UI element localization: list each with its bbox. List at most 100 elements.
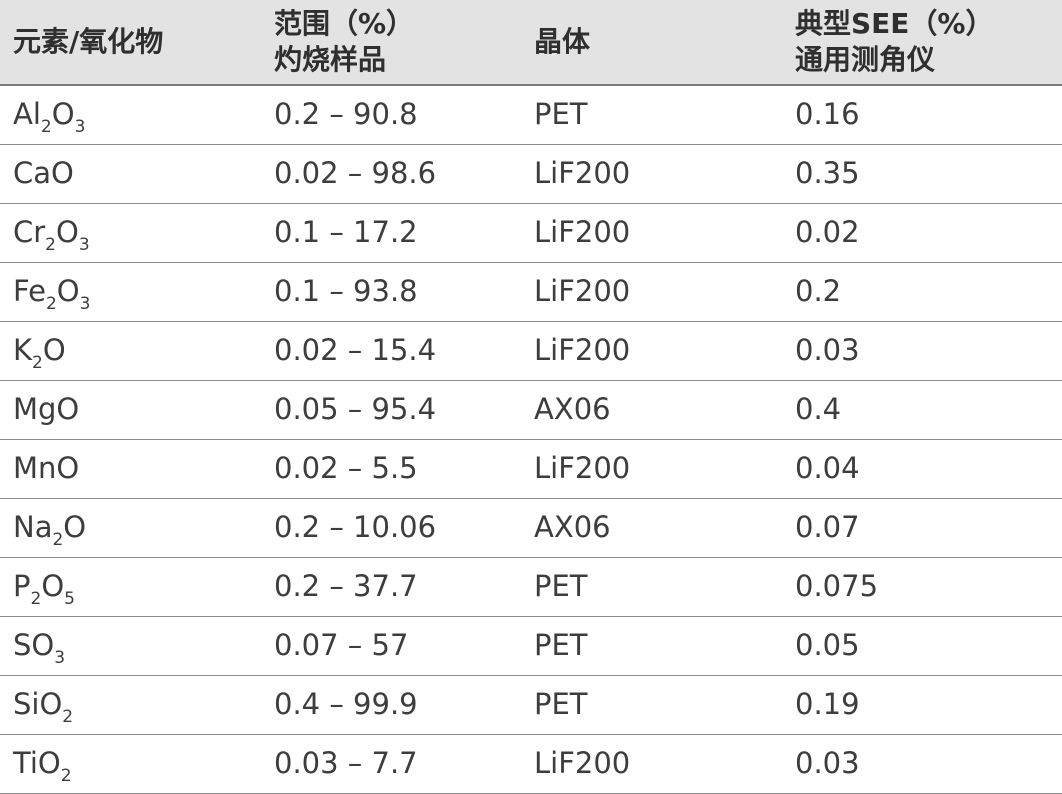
cell-crystal: LiF200 (534, 451, 631, 485)
formula-subscript: 2 (45, 294, 57, 314)
cell-range: 0.02 – 5.5 (274, 451, 418, 485)
cell-see: 0.03 (795, 746, 860, 780)
cell-see: 0.075 (795, 569, 879, 603)
formula-text: K (13, 333, 33, 367)
cell-crystal: PET (534, 97, 588, 131)
formula-text: CaO (13, 156, 74, 190)
cell-crystal: PET (534, 687, 588, 721)
cell-oxide-formula: K2O (13, 322, 66, 380)
table-row: Fe2O3 0.1 – 93.8 LiF200 0.2 (0, 263, 1062, 322)
formula-text: Fe (13, 274, 46, 308)
formula-subscript: 3 (54, 648, 66, 668)
formula-subscript: 2 (40, 117, 52, 137)
formula-subscript: 2 (32, 353, 43, 373)
formula-subscript: 2 (62, 707, 74, 727)
cell-oxide-formula: SiO2 (13, 676, 73, 734)
formula-text: O (56, 215, 79, 249)
cell-oxide-formula: MgO (13, 381, 79, 439)
formula-text: Cr (13, 215, 46, 249)
cell-crystal: LiF200 (534, 333, 631, 367)
formula-subscript: 2 (52, 530, 64, 550)
formula-text: SO (13, 628, 55, 662)
cell-crystal: LiF200 (534, 215, 631, 249)
formula-subscript: 3 (74, 117, 86, 137)
cell-see: 0.02 (795, 215, 860, 249)
cell-crystal: AX06 (534, 510, 611, 544)
header-range: 范围（%） 灼烧样品 (274, 0, 414, 84)
cell-range: 0.03 – 7.7 (274, 746, 418, 780)
formula-subscript: 2 (45, 235, 56, 255)
cell-see: 0.4 (795, 392, 842, 426)
header-range-line2: 灼烧样品 (274, 43, 387, 76)
cell-oxide-formula: SO3 (13, 617, 65, 675)
cell-see: 0.2 (795, 274, 842, 308)
cell-range: 0.2 – 10.06 (274, 510, 437, 544)
cell-range: 0.1 – 17.2 (274, 215, 418, 249)
formula-subscript: 3 (78, 235, 90, 255)
cell-oxide-formula: CaO (13, 145, 74, 203)
cell-range: 0.02 – 15.4 (274, 333, 437, 367)
table-row: MnO 0.02 – 5.5 LiF200 0.04 (0, 440, 1062, 499)
header-see: 典型SEE（%） 通用测角仪 (795, 0, 993, 84)
cell-range: 0.2 – 37.7 (274, 569, 418, 603)
formula-subscript: 2 (30, 589, 42, 609)
formula-subscript: 2 (60, 766, 72, 786)
table-row: TiO2 0.03 – 7.7 LiF200 0.03 (0, 735, 1062, 794)
cell-crystal: LiF200 (534, 156, 631, 190)
table-body: Al2O3 0.2 – 90.8 PET 0.16 CaO 0.02 – 98.6 LiF2… (0, 86, 1062, 794)
cell-oxide-formula: MnO (13, 440, 79, 498)
table-row: K2O 0.02 – 15.4 LiF200 0.03 (0, 322, 1062, 381)
header-range-line1: 范围（%） (274, 7, 415, 40)
formula-text: SiO (13, 687, 63, 721)
cell-see: 0.03 (795, 333, 860, 367)
formula-text: O (42, 333, 66, 367)
cell-crystal: LiF200 (534, 274, 631, 308)
cell-range: 0.07 – 57 (274, 628, 409, 662)
cell-oxide-formula: TiO2 (13, 735, 72, 793)
cell-oxide-formula: Na2O (13, 499, 86, 557)
cell-crystal: LiF200 (534, 746, 631, 780)
formula-text: O (56, 274, 80, 308)
table-row: CaO 0.02 – 98.6 LiF200 0.35 (0, 145, 1062, 204)
formula-text: Al (13, 97, 41, 131)
formula-text: MgO (13, 392, 80, 426)
formula-text: O (51, 97, 75, 131)
table-header: 元素/氧化物 范围（%） 灼烧样品 晶体 典型SEE（%） 通用测角仪 (0, 0, 1062, 86)
header-element-oxide: 元素/氧化物 (13, 0, 163, 84)
cell-oxide-formula: Cr2O3 (13, 204, 90, 262)
table-row: P2O5 0.2 – 37.7 PET 0.075 (0, 558, 1062, 617)
formula-text: Na (13, 510, 53, 544)
cell-see: 0.19 (795, 687, 860, 721)
cell-oxide-formula: Fe2O3 (13, 263, 90, 321)
table-row: MgO 0.05 – 95.4 AX06 0.4 (0, 381, 1062, 440)
cell-range: 0.1 – 93.8 (274, 274, 418, 308)
cell-crystal: AX06 (534, 392, 611, 426)
header-see-line2: 通用测角仪 (795, 43, 936, 76)
formula-text: MnO (13, 451, 80, 485)
header-see-line1: 典型SEE（%） (795, 7, 994, 40)
cell-range: 0.4 – 99.9 (274, 687, 418, 721)
cell-range: 0.05 – 95.4 (274, 392, 437, 426)
cell-see: 0.05 (795, 628, 860, 662)
table-row: Cr2O3 0.1 – 17.2 LiF200 0.02 (0, 204, 1062, 263)
header-crystal-label: 晶体 (534, 25, 591, 58)
cell-oxide-formula: P2O5 (13, 558, 75, 616)
cell-range: 0.2 – 90.8 (274, 97, 418, 131)
formula-subscript: 5 (64, 589, 75, 609)
cell-see: 0.16 (795, 97, 860, 131)
formula-text: TiO (13, 746, 61, 780)
cell-crystal: PET (534, 628, 588, 662)
cell-crystal: PET (534, 569, 588, 603)
table-row: Al2O3 0.2 – 90.8 PET 0.16 (0, 86, 1062, 145)
formula-text: O (41, 569, 65, 603)
cell-see: 0.07 (795, 510, 860, 544)
header-crystal: 晶体 (534, 0, 590, 84)
cell-see: 0.04 (795, 451, 860, 485)
cell-see: 0.35 (795, 156, 860, 190)
cell-range: 0.02 – 98.6 (274, 156, 437, 190)
table-row: Na2O 0.2 – 10.06 AX06 0.07 (0, 499, 1062, 558)
table-row: SiO2 0.4 – 99.9 PET 0.19 (0, 676, 1062, 735)
table-row: SO3 0.07 – 57 PET 0.05 (0, 617, 1062, 676)
header-element-oxide-label: 元素/氧化物 (13, 25, 164, 58)
